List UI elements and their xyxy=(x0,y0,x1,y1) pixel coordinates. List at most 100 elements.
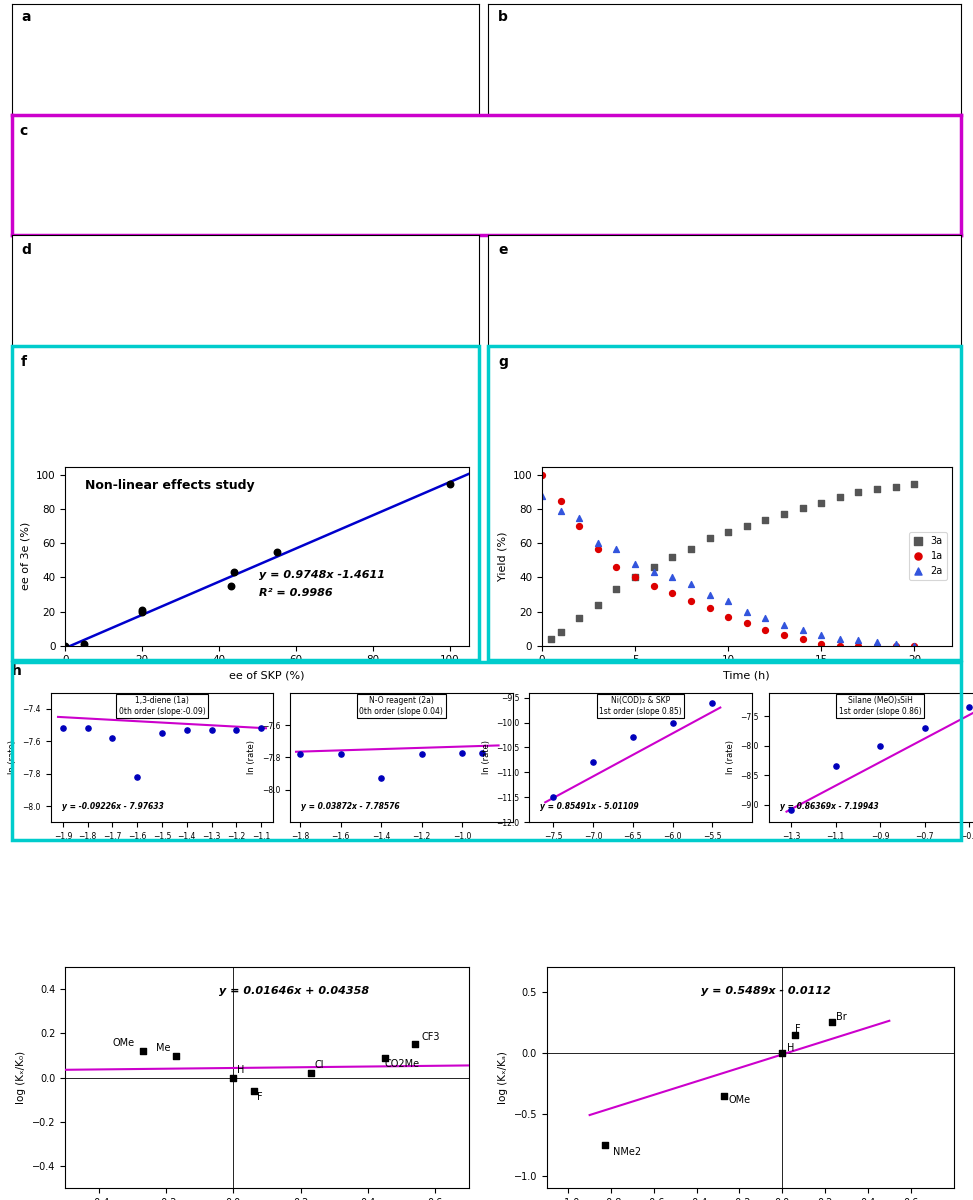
Point xyxy=(226,1068,241,1087)
2a xyxy=(553,502,568,521)
Point xyxy=(269,542,284,562)
1a xyxy=(534,466,550,485)
2a xyxy=(832,629,847,648)
X-axis label: ee of SKP (%): ee of SKP (%) xyxy=(230,671,305,680)
Point xyxy=(585,752,600,772)
Point xyxy=(303,1063,318,1082)
Y-axis label: log (Kₓ/K₀): log (Kₓ/K₀) xyxy=(17,1051,26,1104)
Text: Cl: Cl xyxy=(314,1061,324,1070)
Point xyxy=(57,636,73,655)
1a xyxy=(850,636,866,655)
Point xyxy=(625,728,640,748)
1a xyxy=(832,636,847,655)
2a xyxy=(850,631,866,650)
Text: OMe: OMe xyxy=(729,1096,751,1105)
Point xyxy=(665,713,680,732)
Text: y = 0.85491x - 5.01109: y = 0.85491x - 5.01109 xyxy=(540,803,639,811)
1a xyxy=(888,636,904,655)
1a xyxy=(646,576,662,595)
Point xyxy=(168,1046,184,1066)
1a xyxy=(907,636,922,655)
Text: H: H xyxy=(786,1043,794,1052)
Text: Non-linear effects study: Non-linear effects study xyxy=(86,479,255,492)
Point xyxy=(253,719,269,738)
Point xyxy=(783,800,799,820)
Point xyxy=(80,719,95,738)
1a xyxy=(720,607,736,626)
3a xyxy=(776,505,792,524)
Text: y = -0.09226x - 7.97633: y = -0.09226x - 7.97633 xyxy=(61,803,163,811)
2a xyxy=(628,554,643,574)
2a xyxy=(739,602,755,622)
Point xyxy=(129,767,145,786)
3a xyxy=(665,547,680,566)
Point xyxy=(203,720,219,739)
Text: b: b xyxy=(498,11,508,24)
1a xyxy=(739,614,755,634)
Text: y = 0.86369x - 7.19943: y = 0.86369x - 7.19943 xyxy=(779,803,879,811)
3a xyxy=(758,510,774,529)
2a xyxy=(571,509,587,528)
3a xyxy=(907,474,922,493)
Text: Ni(COD)₂ & SKP
1st order (slope 0.85): Ni(COD)₂ & SKP 1st order (slope 0.85) xyxy=(599,696,682,716)
Y-axis label: log (Kₓ/Kₐ): log (Kₓ/Kₐ) xyxy=(498,1051,508,1104)
Y-axis label: ln (rate): ln (rate) xyxy=(726,740,735,774)
2a xyxy=(534,486,550,505)
X-axis label: ln ([2a]₀): ln ([2a]₀) xyxy=(382,846,420,856)
3a xyxy=(590,595,605,614)
Point xyxy=(873,736,888,755)
Point xyxy=(134,602,150,622)
Text: d: d xyxy=(21,242,31,257)
Text: i: i xyxy=(12,845,17,859)
Text: H: H xyxy=(236,1066,244,1075)
1a xyxy=(795,629,811,648)
3a xyxy=(702,529,717,548)
Point xyxy=(917,719,932,738)
Point xyxy=(717,1086,733,1105)
Point xyxy=(134,600,150,619)
3a xyxy=(571,608,587,628)
2a xyxy=(590,534,605,553)
Point xyxy=(179,720,195,739)
2a xyxy=(776,616,792,635)
Point xyxy=(704,692,720,712)
Point xyxy=(223,576,238,595)
1a xyxy=(665,583,680,602)
Point xyxy=(246,1081,262,1100)
Point xyxy=(442,474,457,493)
Text: c: c xyxy=(19,124,27,138)
1a xyxy=(683,592,699,611)
1a xyxy=(758,620,774,640)
Point xyxy=(775,1044,790,1063)
Text: y = 0.9748x -1.4611: y = 0.9748x -1.4611 xyxy=(259,570,385,580)
Text: e: e xyxy=(498,242,507,257)
Text: y = 0.03872x - 7.78576: y = 0.03872x - 7.78576 xyxy=(301,803,400,811)
3a xyxy=(646,558,662,577)
Point xyxy=(292,744,307,763)
Point xyxy=(414,744,429,763)
Point xyxy=(77,635,92,654)
2a xyxy=(665,568,680,587)
2a xyxy=(795,620,811,640)
Point xyxy=(475,743,490,762)
2a xyxy=(702,584,717,604)
Text: Br: Br xyxy=(836,1012,847,1021)
Point xyxy=(227,563,242,582)
2a xyxy=(758,608,774,628)
1a xyxy=(590,539,605,558)
Point xyxy=(596,1135,612,1154)
Text: CO2Me: CO2Me xyxy=(385,1060,420,1069)
3a xyxy=(739,517,755,536)
1a xyxy=(628,568,643,587)
1a xyxy=(776,625,792,644)
3a xyxy=(869,479,884,498)
Text: N-O reagent (2a)
0th order (slope 0.04): N-O reagent (2a) 0th order (slope 0.04) xyxy=(359,696,444,716)
Point xyxy=(229,720,244,739)
Point xyxy=(408,1034,423,1054)
2a xyxy=(907,636,922,655)
Text: y = 0.01646x + 0.04358: y = 0.01646x + 0.04358 xyxy=(219,985,369,996)
3a xyxy=(609,580,625,599)
Y-axis label: ee of 3e (%): ee of 3e (%) xyxy=(20,522,30,590)
Text: g: g xyxy=(498,355,508,368)
1a xyxy=(609,558,625,577)
